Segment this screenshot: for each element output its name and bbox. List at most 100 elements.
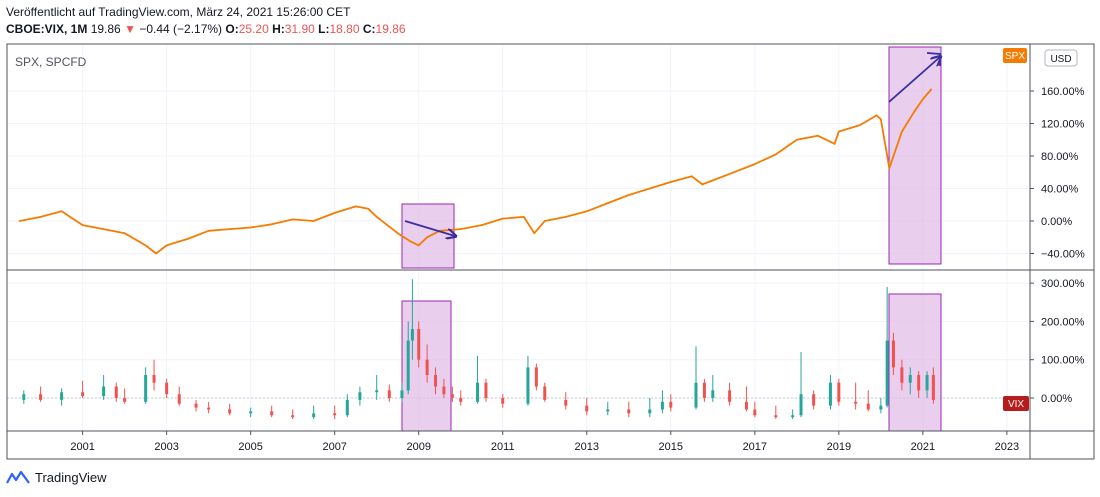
tradingview-brand[interactable]: TradingView: [6, 470, 107, 485]
vix-candle-body: [81, 392, 85, 397]
spx-point: [60, 210, 63, 213]
spx-point: [753, 163, 756, 166]
x-tick-label: 2019: [827, 441, 851, 453]
spx-point: [930, 88, 933, 91]
spx-point: [879, 118, 882, 121]
vix-candle-body: [526, 367, 530, 404]
pane-borders: [6, 43, 1095, 460]
vix-candle-body: [828, 382, 832, 406]
low-label: L:: [318, 22, 330, 36]
symbol-ohlc-line: CBOE:VIX, 1M 19.86 ▼ −0.44 (−2.17%) O:25…: [6, 22, 406, 36]
spx-point: [875, 114, 878, 117]
spx-point: [816, 134, 819, 137]
spx-legend: SPX, SPCFD: [15, 55, 87, 69]
x-tick-label: 2021: [911, 441, 935, 453]
x-tick-label: 2007: [322, 441, 346, 453]
spx-point: [155, 252, 158, 255]
vix-price-tag: [1003, 396, 1029, 411]
vix-candle-body: [854, 401, 858, 404]
change-value: −0.44 (−2.17%): [139, 22, 223, 36]
vix-candle-body: [442, 386, 446, 395]
spx-point: [533, 232, 536, 235]
vix-candle-body: [564, 399, 568, 406]
spx-point: [123, 232, 126, 235]
spx-point: [732, 171, 735, 174]
spx-point: [459, 228, 462, 231]
spx-point: [585, 210, 588, 213]
usd-button[interactable]: [1044, 49, 1078, 67]
vix-candle-body: [270, 411, 274, 416]
vix-candle-body: [908, 375, 912, 383]
spx-point: [291, 218, 294, 221]
vix-candle-body: [744, 401, 748, 410]
arrow-2008: [404, 220, 455, 236]
spx-point: [354, 205, 357, 208]
vix-candle-body: [177, 394, 181, 404]
spx-point: [606, 202, 609, 205]
spx-point: [774, 153, 777, 156]
vix-candle-body: [900, 367, 904, 383]
trend-arrows: [404, 52, 941, 236]
vix-candle-body: [753, 409, 757, 416]
spx-series: [18, 88, 933, 255]
spx-point: [228, 228, 231, 231]
axis-labels: −40.00% 0.00% 40.00% 80.00% 120.00% 160.00% 0.…: [15, 55, 1085, 453]
vix-candle-body: [694, 382, 698, 408]
spx-line: [19, 88, 932, 255]
open-label: O:: [225, 22, 239, 36]
x-tick-label: 2001: [70, 441, 94, 453]
vix-candle-body: [410, 329, 414, 341]
vix-candle-body: [450, 394, 454, 398]
vix-candle-body: [648, 409, 652, 414]
spx-y-tick-label: 160.00%: [1041, 86, 1085, 98]
arrow-2020-corner: [926, 52, 941, 66]
vix-y-tick-label: 0.00%: [1041, 393, 1072, 405]
spx-point: [522, 216, 525, 218]
spx-price-tag-label: SPX: [1005, 51, 1025, 62]
vix-candle-body: [484, 382, 488, 398]
spx-point: [375, 216, 378, 218]
vix-candle-body: [702, 382, 706, 398]
vix-candle-body: [358, 392, 362, 400]
vix-candle-body: [333, 413, 337, 416]
vix-candle-body: [837, 382, 841, 402]
spx-point: [921, 98, 924, 101]
vix-candle-body: [660, 401, 664, 410]
vix-candle-body: [194, 403, 198, 408]
vix-candle-body: [669, 401, 673, 408]
spx-point: [39, 216, 42, 218]
symbol-label[interactable]: CBOE:VIX, 1M: [6, 22, 88, 36]
vix-candle-body: [543, 386, 547, 400]
vix-candle-body: [387, 390, 391, 398]
vix-candle-body: [207, 407, 211, 410]
highlight-box-2020-vix: [888, 293, 942, 432]
vix-candle-body: [228, 409, 232, 414]
x-tick-label: 2023: [995, 441, 1019, 453]
spx-point: [270, 223, 273, 226]
vix-candle-body: [931, 375, 935, 400]
vix-candle-body: [406, 340, 410, 391]
arrow-2020: [888, 57, 940, 103]
spx-point: [426, 236, 429, 239]
outer-border: [6, 43, 1095, 460]
spx-y-tick-label: 40.00%: [1041, 184, 1079, 196]
spx-point: [564, 216, 567, 218]
spx-point: [144, 244, 147, 247]
vix-candle-body: [501, 398, 505, 404]
vix-candle-body: [925, 375, 929, 391]
vix-candle-body: [891, 340, 895, 368]
spx-point: [690, 175, 693, 178]
vix-candle-body: [459, 398, 463, 402]
vix-candle-body: [791, 415, 795, 418]
spx-point: [417, 244, 420, 247]
vix-candle-body: [728, 390, 732, 402]
vix-y-tick-label: 100.00%: [1041, 355, 1085, 367]
vix-candle-body: [249, 411, 253, 414]
vix-candle-body: [434, 375, 438, 387]
spx-price-tag: [1003, 48, 1027, 63]
vix-candle-body: [345, 399, 349, 416]
vix-candle-body: [152, 375, 156, 383]
price-tags: SPX USD VIX: [1003, 48, 1078, 411]
spx-point: [480, 224, 483, 226]
